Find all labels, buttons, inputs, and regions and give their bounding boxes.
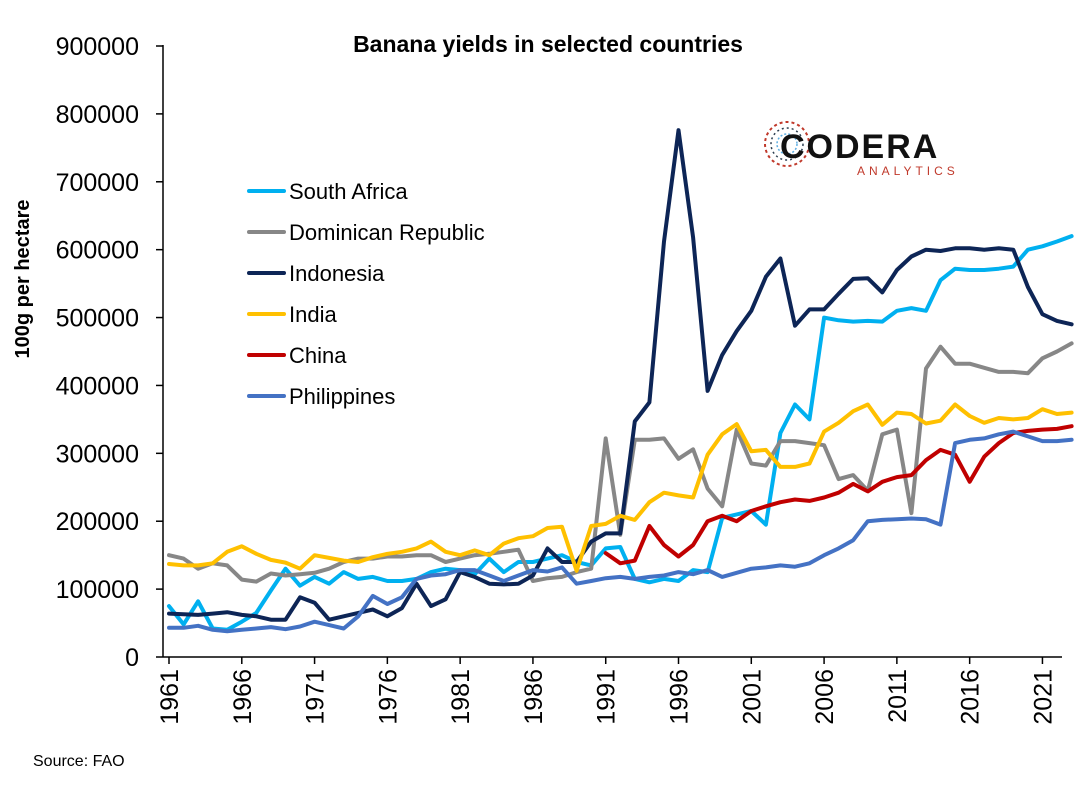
x-tick-label: 1966 <box>229 669 257 725</box>
x-tick-label: 2006 <box>811 669 839 725</box>
x-tick-label: 1981 <box>447 669 475 725</box>
source-note: Source: FAO <box>33 753 125 770</box>
x-tick-label: 1971 <box>302 669 330 725</box>
series-line-indonesia <box>167 128 1074 622</box>
x-tick-label: 1996 <box>666 669 694 725</box>
chart-title: Banana yields in selected countries <box>353 31 743 57</box>
series-line-india <box>167 402 1074 573</box>
y-tick-label: 800000 <box>56 101 139 129</box>
y-axis-ticks: 0 100000 200000 300000 400000 500000 600000 700… <box>56 33 163 672</box>
legend-label-dominican-republic: Dominican Republic <box>289 220 485 245</box>
y-tick-label: 400000 <box>56 372 139 400</box>
x-tick-label: 2016 <box>957 669 985 725</box>
logo-sub-text: ANALYTICS <box>857 164 959 178</box>
y-tick-label: 300000 <box>56 440 139 468</box>
logo-main-text: CODERA <box>780 128 939 166</box>
series-line-philippines <box>167 429 1074 634</box>
x-tick-label: 1961 <box>156 669 184 725</box>
x-tick-label: 1986 <box>520 669 548 725</box>
y-axis-title: 100g per hectare <box>12 200 34 359</box>
legend: South Africa Dominican Republic Indonesia I… <box>247 179 485 409</box>
y-axis-label: 100g per hectare <box>12 200 34 359</box>
legend-label-china: China <box>289 343 347 368</box>
axes <box>162 45 1062 658</box>
x-tick-label: 2011 <box>884 669 912 723</box>
legend-label-south-africa: South Africa <box>289 179 408 204</box>
legend-label-indonesia: Indonesia <box>289 261 385 286</box>
series-line-south-africa <box>167 234 1074 632</box>
x-tick-label: 1991 <box>593 669 621 725</box>
y-tick-label: 100000 <box>56 576 139 604</box>
legend-label-philippines: Philippines <box>289 384 395 409</box>
legend-label-india: India <box>289 302 337 327</box>
y-tick-label: 500000 <box>56 305 139 333</box>
series-line-china <box>603 424 1074 566</box>
x-axis-ticks: 1961 1966 1971 1976 1981 1986 1991 1996 2001 2006… <box>156 657 1057 725</box>
codera-logo: CODERA ANALYTICS <box>764 121 959 178</box>
series-lines <box>167 128 1074 634</box>
x-tick-label: 1976 <box>374 669 402 725</box>
logo-mark-icon <box>764 121 810 167</box>
y-tick-label: 0 <box>125 644 139 672</box>
y-tick-label: 700000 <box>56 169 139 197</box>
y-tick-label: 600000 <box>56 237 139 265</box>
x-tick-label: 2021 <box>1029 669 1057 725</box>
y-tick-label: 200000 <box>56 508 139 536</box>
x-tick-label: 2001 <box>738 669 766 725</box>
chart-title-text: Banana yields in selected countries <box>353 31 743 57</box>
y-tick-label: 900000 <box>56 33 139 61</box>
